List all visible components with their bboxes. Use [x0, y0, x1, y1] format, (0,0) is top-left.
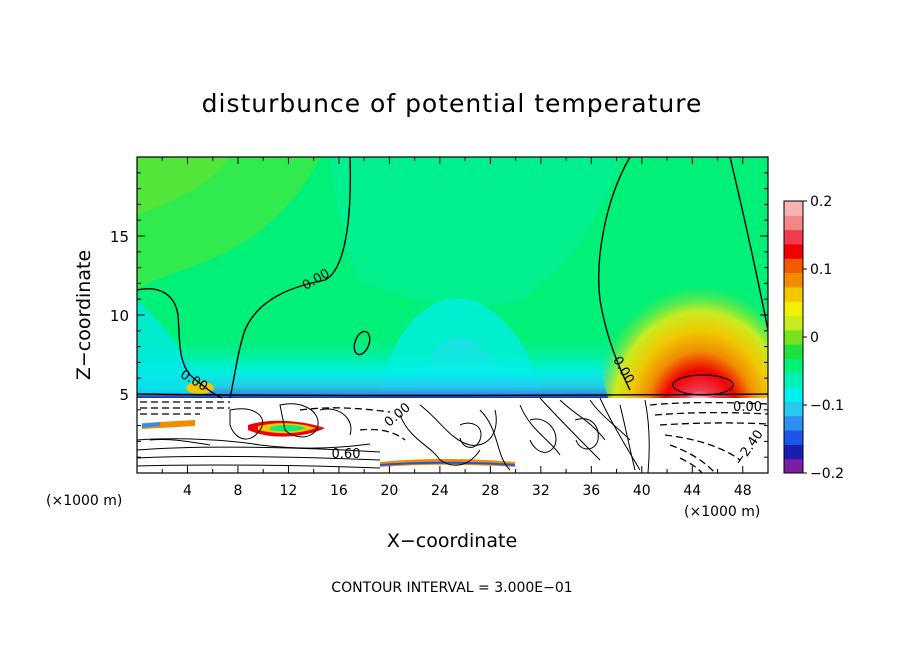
field [137, 157, 768, 473]
x-unit-left: (×1000 m) [46, 493, 122, 509]
colorbar-tick-label: 0.2 [810, 194, 832, 210]
colorbar-swatch [784, 243, 803, 259]
colorbar-swatch [784, 458, 803, 474]
y-axis: 5 10 15 [110, 172, 768, 458]
colorbar-swatch [784, 201, 803, 216]
x-tick-label: 32 [532, 483, 550, 499]
colorbar-tick-label: −0.1 [810, 398, 844, 414]
y-axis-label: Z−coordinate [73, 250, 95, 380]
colorbar [784, 201, 803, 474]
x-tick-label: 40 [633, 483, 651, 499]
colorbar-tick-label: −0.2 [810, 466, 844, 482]
x-tick-label: 28 [481, 483, 499, 499]
colorbar-swatch [784, 415, 803, 431]
colorbar-tick-label: 0 [810, 330, 819, 346]
y-tick-label: 15 [110, 228, 129, 246]
y-tick-label: 5 [119, 386, 129, 404]
colorbar-swatch [784, 286, 803, 302]
x-unit-right: (×1000 m) [684, 504, 760, 520]
contour-interval: CONTOUR INTERVAL = 3.000E−01 [331, 580, 572, 596]
chart-title: disturbunce of potential temperature [202, 89, 703, 118]
x-tick-label: 4 [183, 483, 192, 499]
x-tick-label: 16 [330, 483, 348, 499]
x-axis-label: X−coordinate [387, 530, 517, 552]
colorbar-swatch [784, 401, 803, 417]
colorbar-ticks: 0.2 0.1 0 −0.1 −0.2 [803, 194, 844, 482]
colorbar-swatch [784, 229, 803, 245]
x-tick-label: 8 [233, 483, 242, 499]
colorbar-swatch [784, 215, 803, 231]
x-tick-label: 44 [683, 483, 701, 499]
y-tick-label: 10 [110, 307, 129, 325]
colorbar-swatch [784, 301, 803, 317]
colorbar-swatch [784, 258, 803, 274]
x-axis: 4 8 12 16 20 24 28 32 36 40 44 48 [161, 157, 752, 499]
x-tick-label: 36 [582, 483, 600, 499]
colorbar-swatch [784, 344, 803, 359]
colorbar-swatch [784, 444, 803, 460]
x-tick-label: 20 [380, 483, 398, 499]
colorbar-swatch [784, 315, 803, 331]
colorbar-swatch [784, 387, 803, 402]
contour-label: 0.00 [733, 400, 762, 415]
x-tick-label: 12 [280, 483, 298, 499]
colorbar-swatch [784, 430, 803, 445]
contour-label: 0.60 [332, 447, 361, 462]
colorbar-swatch [784, 272, 803, 288]
colorbar-swatch [784, 329, 803, 345]
colorbar-tick-label: 0.1 [810, 262, 832, 278]
colorbar-swatch [784, 358, 803, 374]
colorbar-swatch [784, 372, 803, 388]
x-tick-label: 48 [734, 483, 752, 499]
x-tick-label: 24 [431, 483, 449, 499]
